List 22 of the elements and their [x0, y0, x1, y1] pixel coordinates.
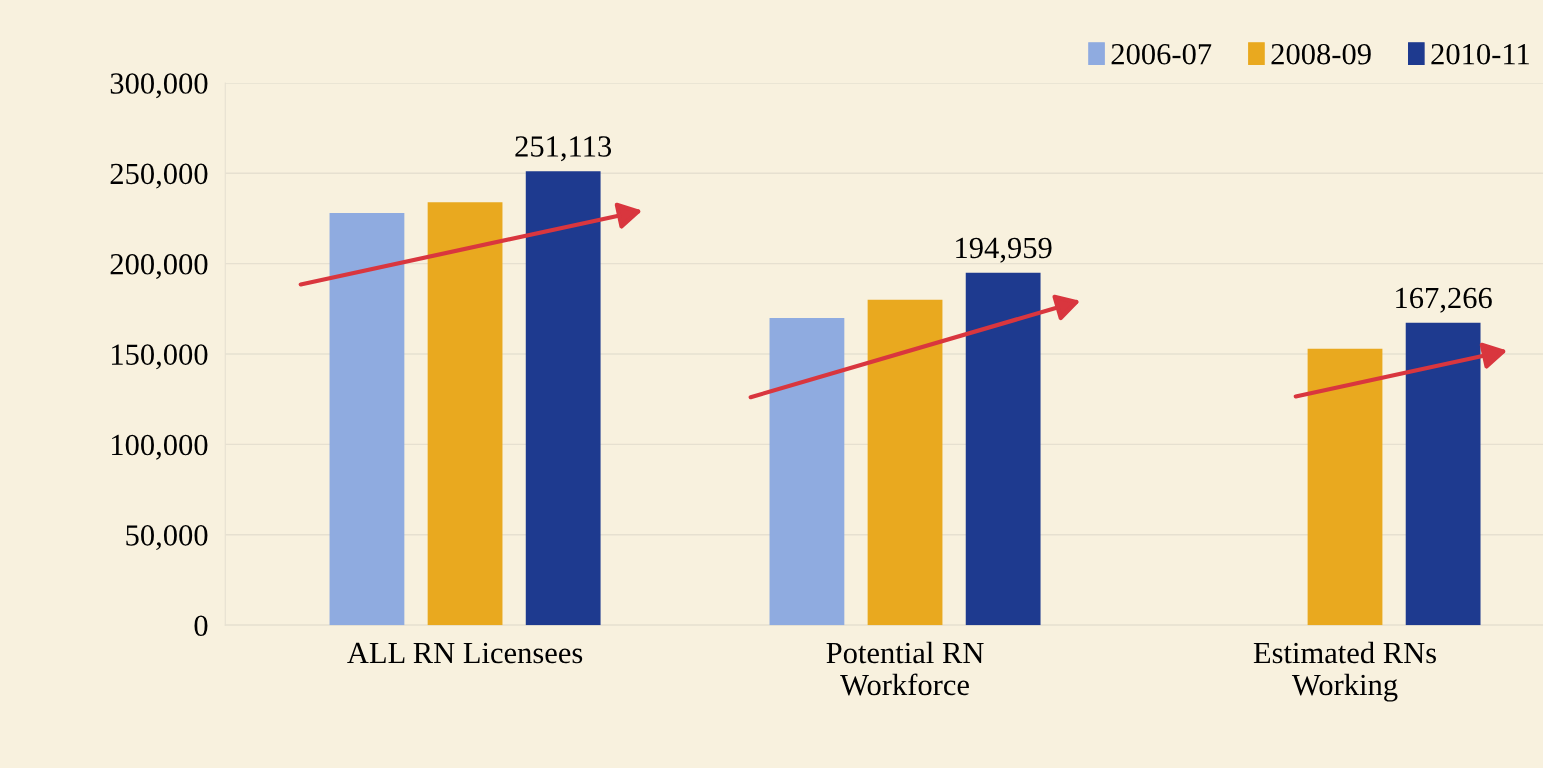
- legend-label: 2008-09: [1271, 43, 1371, 65]
- y-tick-label: 50,000: [126, 525, 208, 551]
- x-tick-label: ALL RN Licensees: [347, 642, 583, 664]
- x-tick-label: Potential RN Workforce: [826, 641, 984, 696]
- data-label: 167,266: [1396, 287, 1492, 313]
- y-tick-label: 0: [194, 615, 208, 637]
- data-label: 251,113: [515, 136, 612, 162]
- y-tick-label: 200,000: [110, 253, 208, 279]
- legend-label: 2010-11: [1431, 43, 1529, 65]
- bar: [867, 299, 943, 626]
- bar: [427, 202, 503, 626]
- bar: [769, 317, 845, 626]
- y-tick-label: 250,000: [110, 163, 208, 189]
- y-tick-label: 300,000: [110, 73, 208, 99]
- bar: [965, 272, 1041, 626]
- bar: [525, 171, 601, 626]
- x-tick-label: Estimated RNs Working: [1253, 641, 1436, 702]
- y-tick-label: 150,000: [111, 344, 208, 370]
- data-label: 194,959: [956, 237, 1052, 263]
- bar: [329, 213, 405, 626]
- legend-label: 2006-07: [1111, 43, 1212, 65]
- y-tick-label: 100,000: [111, 434, 208, 460]
